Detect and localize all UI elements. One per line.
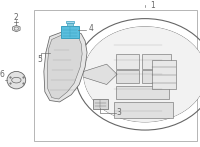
Bar — [34, 10, 197, 141]
Text: 6: 6 — [0, 70, 5, 79]
Bar — [152, 60, 176, 89]
Bar — [142, 70, 171, 83]
Bar — [67, 23, 73, 26]
Bar — [66, 21, 74, 23]
Polygon shape — [47, 35, 82, 99]
Text: 1: 1 — [150, 1, 155, 10]
FancyBboxPatch shape — [61, 26, 79, 38]
Bar — [116, 70, 139, 83]
Text: 2: 2 — [14, 13, 19, 22]
FancyBboxPatch shape — [93, 99, 108, 109]
Polygon shape — [13, 25, 20, 32]
Bar — [142, 54, 171, 69]
Bar — [116, 86, 169, 99]
Polygon shape — [44, 31, 87, 102]
Text: 4: 4 — [89, 24, 94, 33]
Bar — [114, 102, 173, 118]
Polygon shape — [84, 64, 117, 85]
Text: 5: 5 — [37, 55, 42, 64]
Ellipse shape — [7, 71, 26, 89]
Ellipse shape — [84, 27, 200, 122]
Bar — [116, 54, 139, 69]
Text: 3: 3 — [116, 108, 121, 117]
